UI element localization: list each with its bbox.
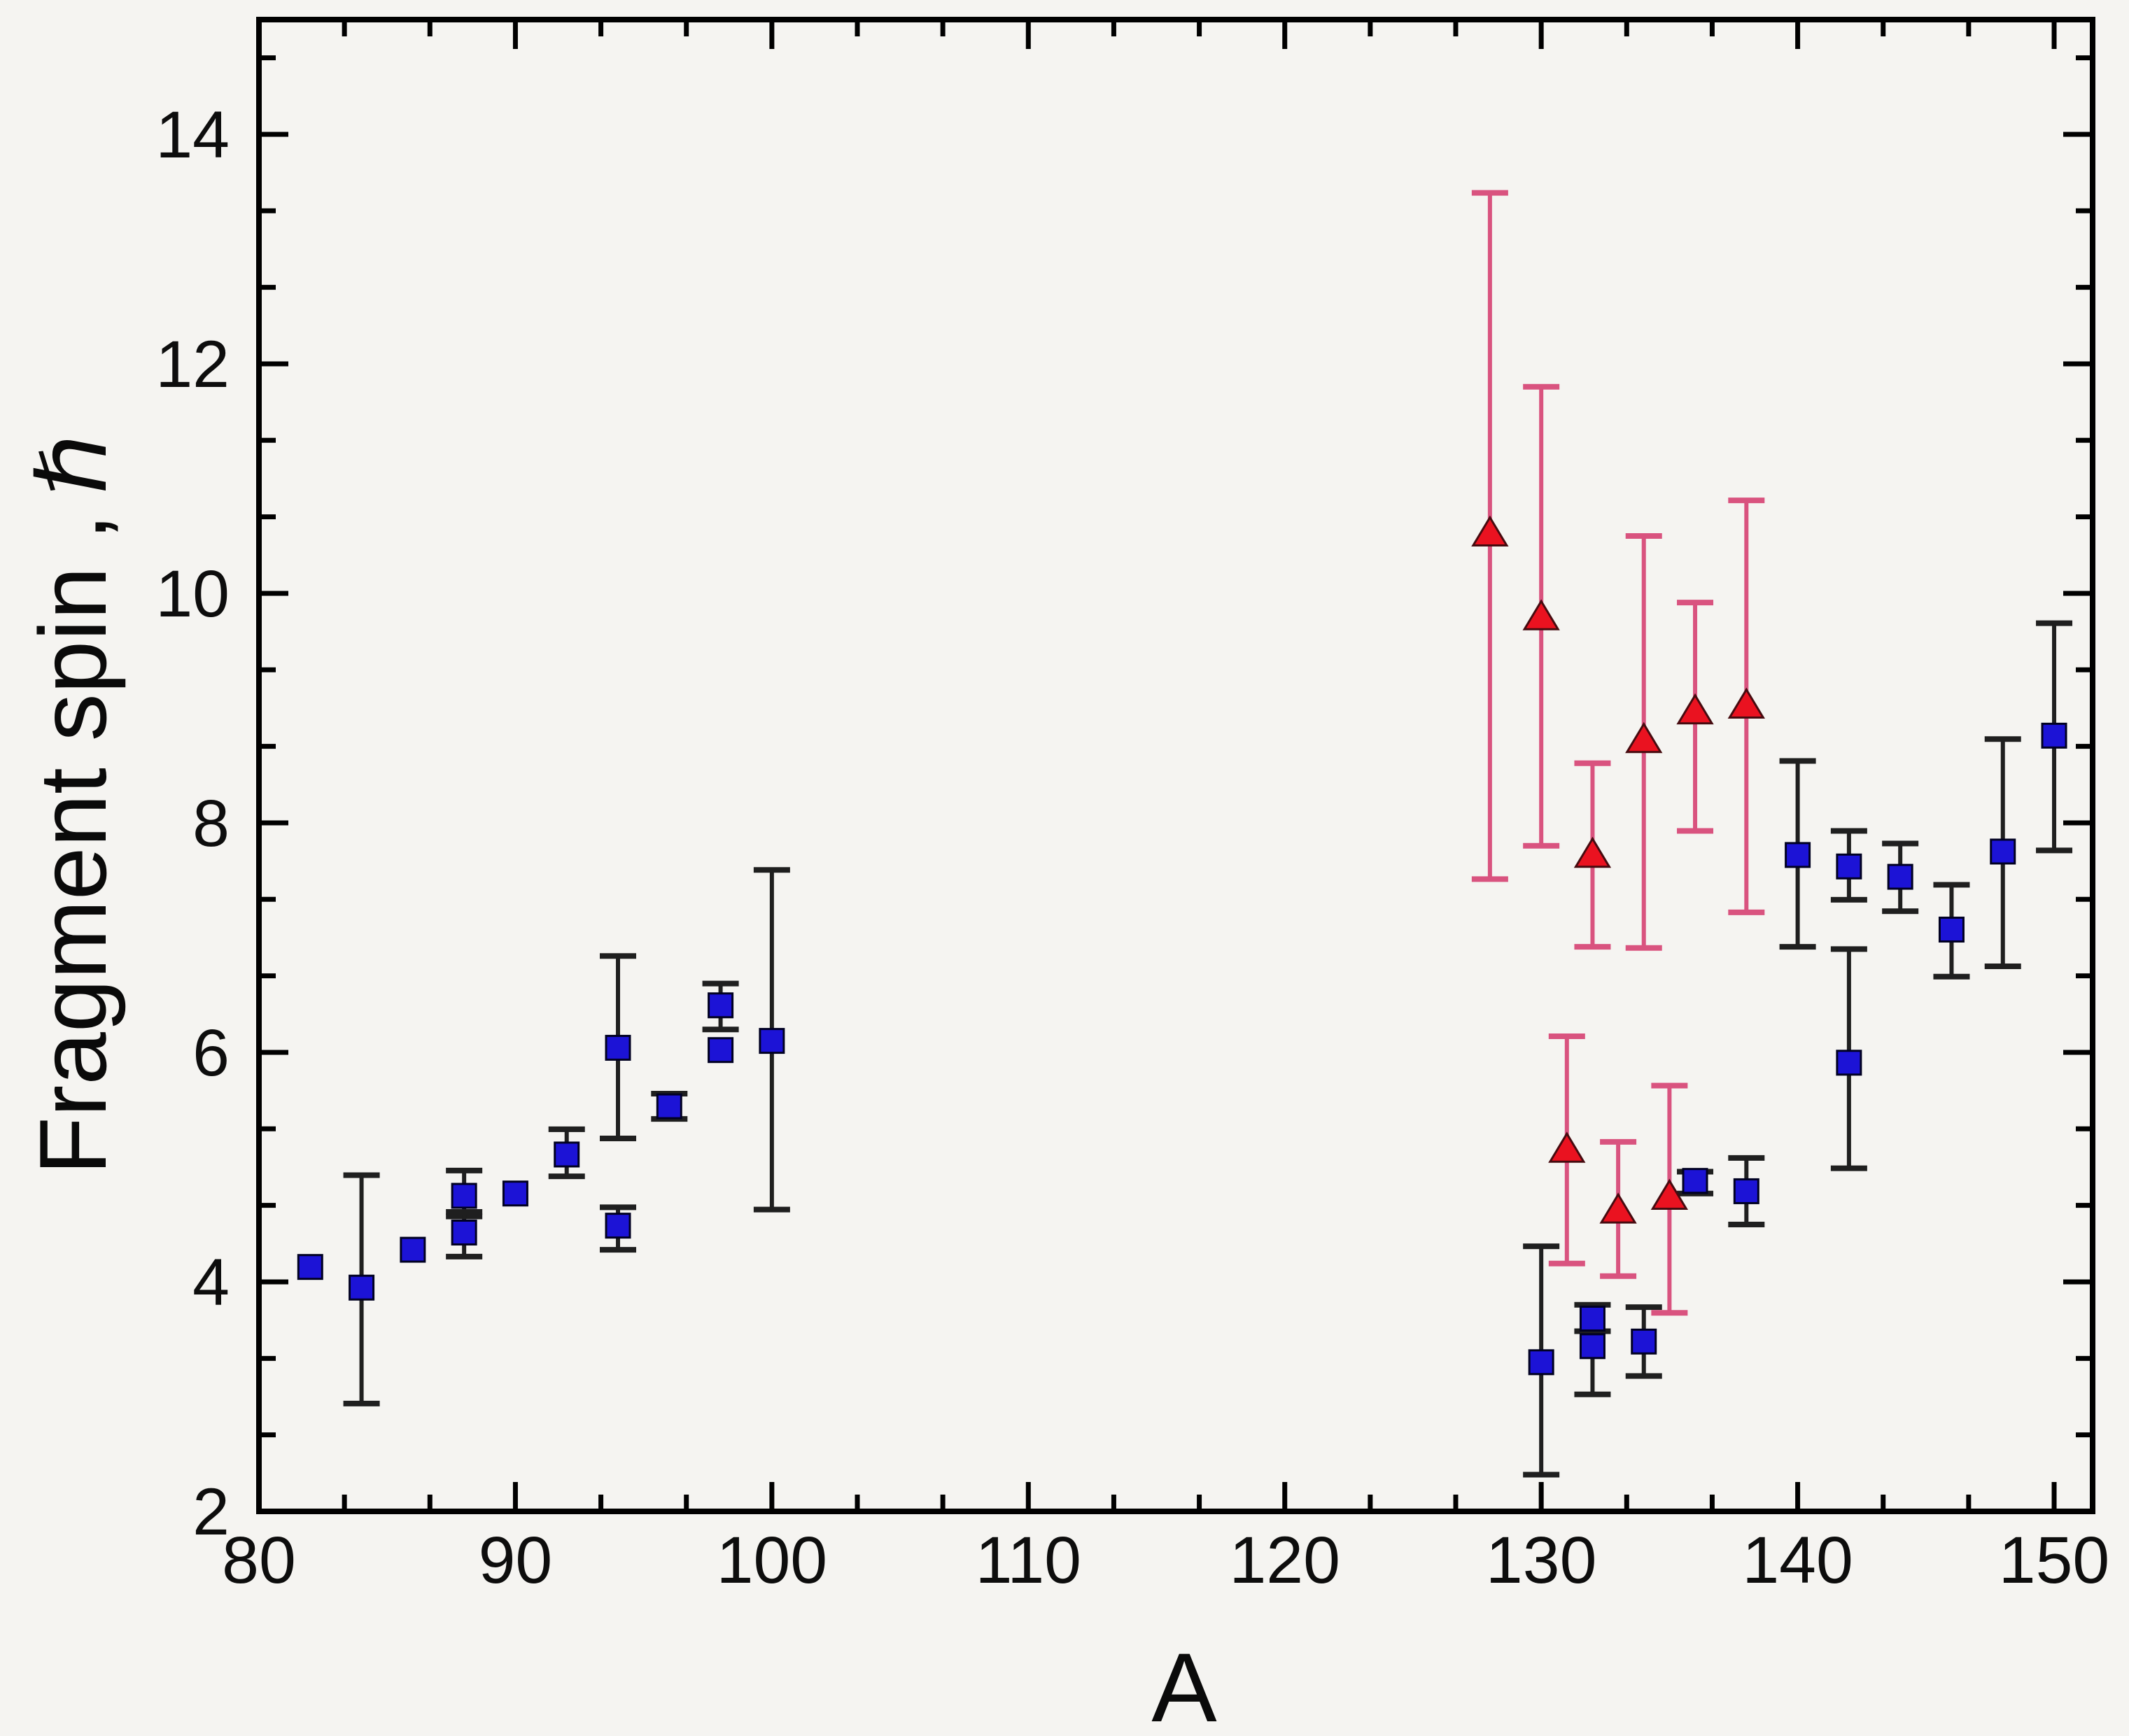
data-point-square [400,1236,426,1263]
data-point-square [1631,1328,1657,1355]
data-point-square [759,1028,785,1054]
data-point-square [708,1037,734,1064]
y-tick-label: 14 [155,98,230,172]
data-point-triangle [1573,836,1612,868]
x-axis-title: A [1151,1632,1217,1736]
data-point-triangle [1522,599,1560,630]
data-point-square [451,1219,477,1245]
data-point-square [1528,1349,1554,1376]
data-point-triangle [1471,515,1509,547]
x-tick-label: 140 [1742,1523,1853,1597]
y-tick-label: 4 [192,1245,230,1320]
y-tick-label: 2 [192,1475,230,1549]
data-point-square [1682,1168,1708,1194]
data-point-square [451,1183,477,1209]
x-tick-label: 90 [479,1523,553,1597]
y-tick-label: 8 [192,786,230,861]
data-point-square [554,1141,580,1168]
x-tick-label: 100 [717,1523,828,1597]
data-point-square [1990,838,2016,865]
data-point-square [502,1180,528,1207]
data-point-square [605,1213,631,1239]
data-point-square [1938,917,1965,943]
data-point-triangle [1650,1178,1689,1210]
data-point-square [1887,863,1913,890]
data-point-triangle [1727,687,1765,719]
plot-frame [256,17,2095,1514]
data-point-square [1785,842,1811,868]
data-point-square [349,1274,375,1301]
data-point-square [708,992,734,1019]
data-point-square [1579,1333,1605,1360]
data-point-square [605,1034,631,1061]
data-point-square [1836,1050,1862,1076]
data-point-square [297,1254,323,1280]
y-axis-title: Fragment spin , ℏ [18,435,129,1175]
data-point-square [1579,1305,1605,1332]
x-tick-label: 130 [1486,1523,1597,1597]
data-point-triangle [1676,693,1714,725]
data-point-square [656,1093,682,1120]
data-point-square [2041,722,2067,749]
data-point-triangle [1625,721,1663,754]
y-tick-label: 12 [155,327,230,402]
hbar-symbol: ℏ [18,434,129,495]
y-tick-label: 10 [155,557,230,631]
x-tick-label: 80 [222,1523,296,1597]
y-axis-title-text: Fragment spin , [20,514,126,1176]
x-tick-label: 110 [976,1523,1081,1597]
y-tick-label: 6 [192,1016,230,1090]
x-tick-label: 150 [1999,1523,2110,1597]
data-point-triangle [1548,1131,1586,1163]
data-point-triangle [1599,1192,1637,1224]
x-tick-label: 120 [1229,1523,1340,1597]
data-point-square [1836,853,1862,880]
data-point-square [1733,1178,1759,1204]
